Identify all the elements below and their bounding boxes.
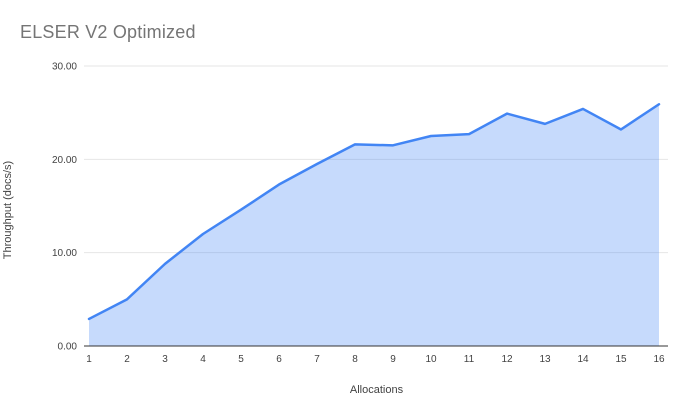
y-tick-label: 10.00 [52, 248, 77, 259]
x-tick-label: 13 [539, 354, 551, 365]
x-axis-title: Allocations [349, 384, 404, 396]
chart-title: ELSER V2 Optimized [20, 22, 196, 42]
series-line [87, 103, 661, 321]
x-tick-label: 11 [464, 354, 475, 365]
x-tick-label: 5 [238, 354, 244, 365]
x-tick-label: 3 [162, 354, 168, 365]
x-tick-label: 2 [124, 354, 130, 365]
area-series-fill [89, 104, 659, 347]
x-tick-label: 12 [501, 354, 513, 365]
x-tick-label: 9 [390, 354, 396, 365]
x-tick-label: 15 [615, 354, 627, 365]
x-tick-label: 1 [86, 354, 92, 365]
x-tick-label: 16 [653, 354, 665, 365]
y-tick-label: 0.00 [58, 342, 78, 353]
x-tick-label: 4 [200, 354, 206, 365]
x-tick-label: 10 [425, 354, 437, 365]
y-tick-label: 20.00 [52, 155, 77, 166]
x-tick-label: 7 [314, 354, 320, 365]
x-tick-label: 8 [352, 354, 358, 365]
x-tick-label: 6 [276, 354, 282, 365]
y-tick-label: 30.00 [52, 62, 77, 73]
x-tick-label: 14 [577, 354, 589, 365]
